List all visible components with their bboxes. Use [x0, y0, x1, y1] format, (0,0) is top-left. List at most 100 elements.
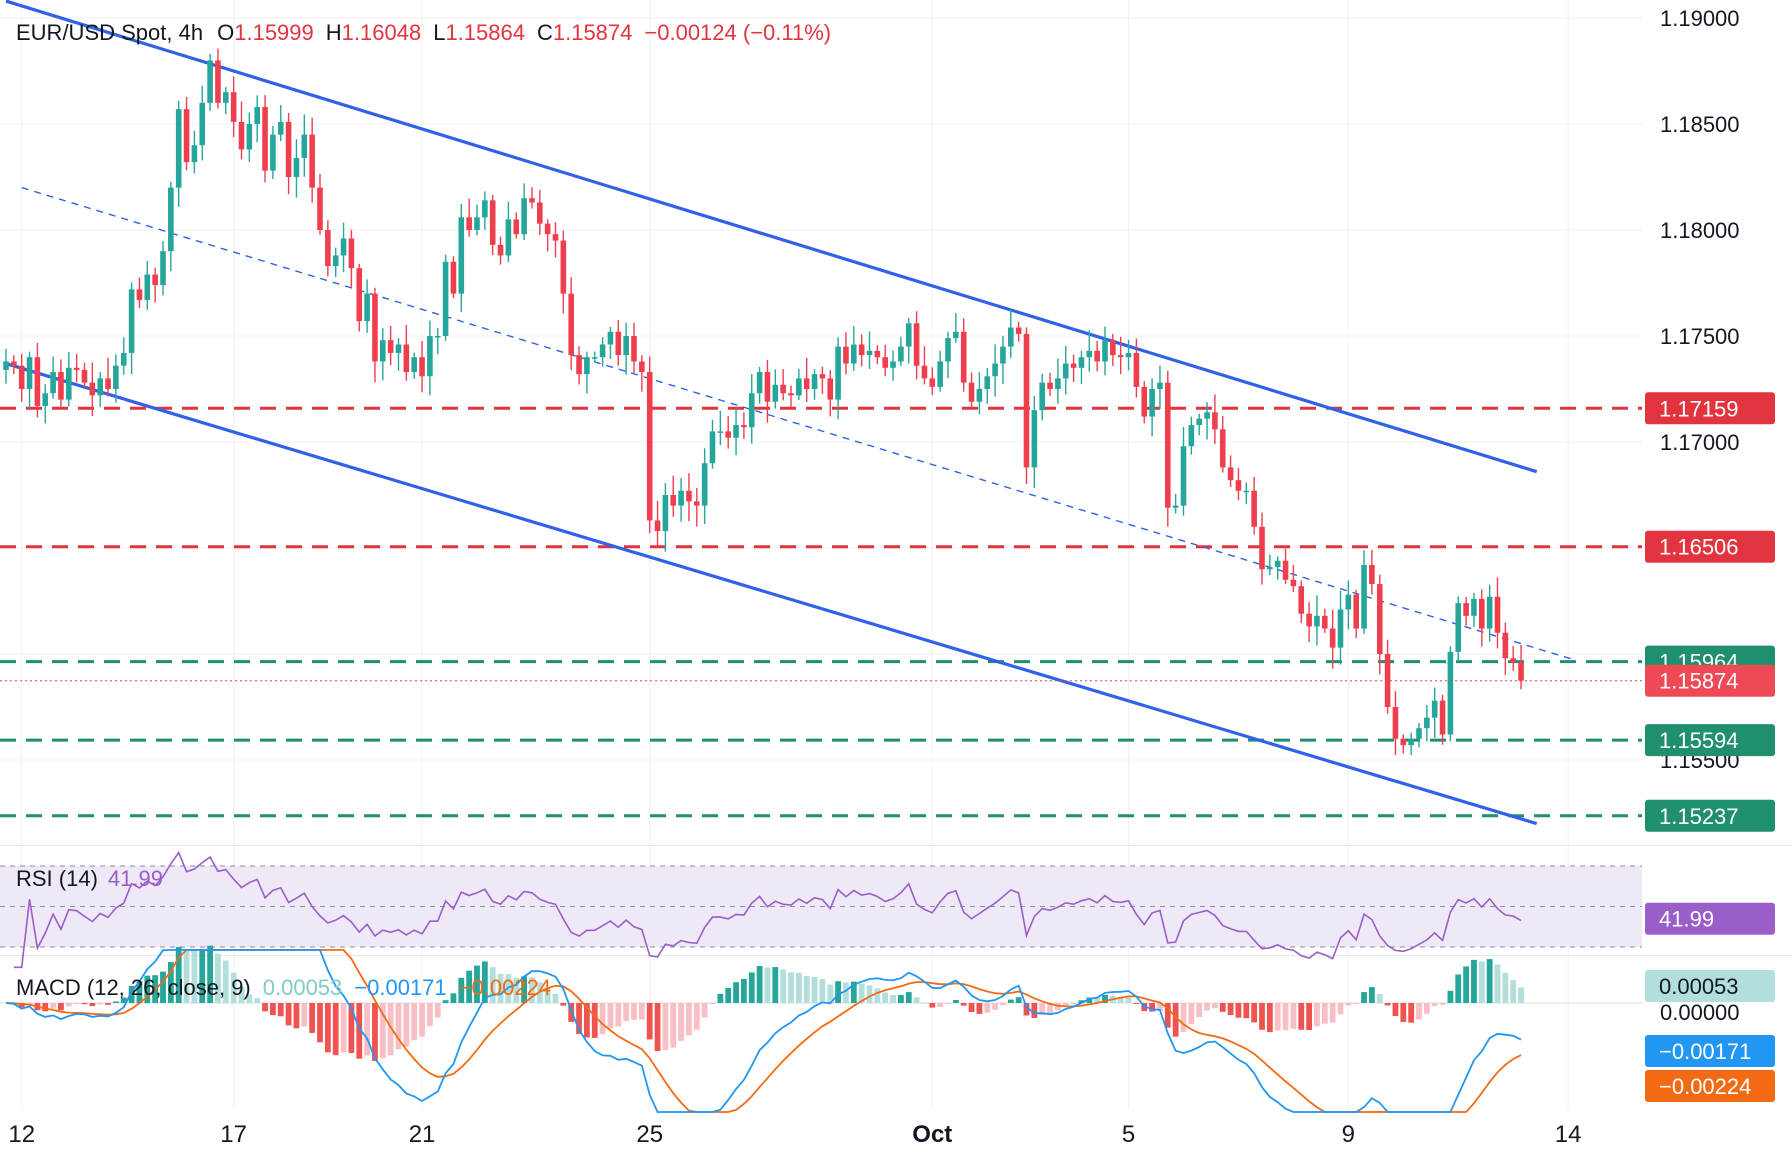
candle-body [615, 331, 622, 356]
macd-hist-bar [1361, 992, 1367, 1003]
macd-hist-bar [1227, 1003, 1234, 1016]
rsi-legend[interactable]: RSI (14) 41.99 [16, 866, 163, 891]
candle-body [1274, 560, 1281, 568]
macd-line-badge-bg [1645, 1035, 1775, 1067]
candle-body [811, 374, 818, 389]
macd-hist-bar [1376, 993, 1383, 1003]
macd-hist-bar [945, 1003, 951, 1004]
macd-hist-bar [58, 1003, 64, 1011]
candle-body [1518, 662, 1524, 681]
candle-body [945, 338, 951, 362]
candle-body [1455, 603, 1462, 652]
macd-hist-bar [772, 967, 779, 1003]
candle-body [144, 274, 151, 300]
macd-hist-bar [913, 997, 920, 1003]
candle-body [1431, 700, 1438, 718]
macd-hist-bar [1384, 1003, 1391, 1006]
candle-body [694, 501, 700, 506]
macd-hist-bar [584, 1003, 590, 1038]
macd-hist-bar [419, 1003, 425, 1037]
candle-body [1023, 333, 1030, 468]
macd-hist-bar [136, 981, 143, 1003]
macd-hist-bar [356, 1003, 363, 1059]
candle-body [1408, 738, 1414, 746]
candle-body [890, 361, 896, 368]
macd-hist-bar [788, 972, 794, 1003]
macd-hist-bar [1023, 1003, 1030, 1016]
candle-body [709, 431, 716, 464]
candle-body [113, 365, 119, 389]
horizontal-levels [0, 406, 1642, 818]
descending-channel[interactable] [5, 0, 1577, 826]
candle-body [796, 378, 802, 396]
candle-body [725, 431, 731, 438]
interval-label: 4h [179, 20, 203, 45]
macd-hist-bar [1392, 1003, 1399, 1017]
candle-body [1086, 350, 1093, 358]
symbol-legend[interactable]: EUR/USD Spot, 4h O1.15999 H1.16048 L1.15864… [16, 20, 831, 45]
macd-hist-bar [1471, 959, 1477, 1003]
macd-hist-bar [230, 972, 237, 1003]
level-badge-support: 1.15237 [1645, 799, 1775, 832]
macd-hist-bar [850, 981, 857, 1003]
candle-body [576, 355, 582, 375]
candle-body [254, 107, 260, 124]
candle-body [58, 372, 64, 400]
macd-hist-bar [678, 1003, 684, 1041]
macd-hist-bar [97, 1003, 104, 1005]
macd-legend[interactable]: MACD (12, 26, close, 9) 0.00053 −0.00171 −0… [16, 975, 551, 1000]
candle-body [780, 384, 786, 394]
candle-body [1125, 352, 1132, 358]
macd-hist-bar [207, 945, 213, 1003]
time-tick-label: 21 [409, 1121, 436, 1148]
candle-body [1510, 658, 1516, 663]
candle-body [1157, 382, 1163, 389]
macd-hist-bar [819, 979, 826, 1003]
candle-body [819, 374, 826, 379]
macd-hist-bar [175, 947, 182, 1003]
macd-hist-bar [411, 1003, 418, 1041]
macd-hist-bar [874, 988, 881, 1003]
time-axis[interactable]: 12 17 21 25 Oct 5 9 14 [8, 1121, 1581, 1148]
candle-body [183, 109, 190, 163]
candle-body [223, 92, 229, 103]
macd-hist-bar [1000, 1003, 1006, 1006]
candle-body [662, 495, 669, 532]
level-badge-support-bg [1645, 799, 1775, 832]
level-badge-resistance: 1.17159 [1645, 392, 1775, 425]
candle-body [584, 357, 590, 375]
candle-body [984, 376, 991, 389]
candle-body [364, 293, 370, 322]
macd-hist-bar [890, 995, 896, 1003]
macd-hist-bar [1251, 1003, 1258, 1023]
macd-hist-bar [1102, 994, 1108, 1003]
candle-body [18, 365, 25, 389]
candle-body [1463, 603, 1469, 616]
candle-body [772, 384, 779, 402]
level-badge-support-text: 1.15237 [1659, 804, 1739, 829]
macd-hist-bar [372, 1003, 378, 1061]
candle-body [843, 346, 849, 364]
macd-hist-badge-text: 0.00053 [1659, 974, 1739, 999]
level-badge-resistance-bg [1645, 392, 1775, 425]
macd-hist-bar [615, 1003, 622, 1027]
candle-body [953, 331, 959, 339]
candle-body [639, 361, 645, 373]
macd-hist-bar [340, 1003, 347, 1053]
macd-hist-bar [458, 977, 465, 1003]
macd-hist-bar [701, 1003, 708, 1018]
candle-body [175, 109, 182, 188]
macd-hist-bar [607, 1003, 614, 1029]
macd-hist-bar [576, 1003, 582, 1034]
candle-body [1259, 526, 1265, 570]
time-tick-label: 5 [1122, 1121, 1135, 1148]
macd-hist-bar [1094, 997, 1101, 1003]
candle-body [246, 124, 253, 150]
macd-hist-bar [332, 1003, 339, 1056]
macd-hist-bar [120, 997, 127, 1003]
svg-text:RSI (14)41.99: RSI (14) 41.99 [16, 866, 163, 891]
macd-hist-bar [529, 977, 535, 1003]
candle-body [1337, 609, 1344, 648]
macd-hist-bar [1337, 1003, 1344, 1015]
